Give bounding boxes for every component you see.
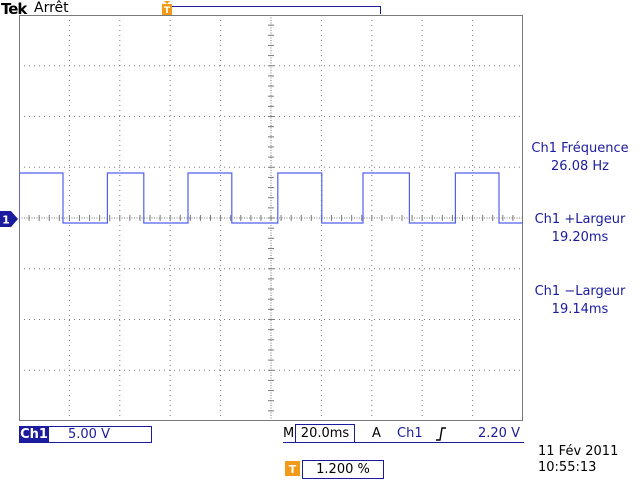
ch1-ground-marker: 1: [0, 211, 18, 227]
graticule: [19, 15, 523, 421]
measurement-positive-width: Ch1 +Largeur 19.20ms: [520, 211, 640, 247]
record-timeline: [172, 6, 381, 14]
measurement-label: Ch1 +Largeur: [534, 212, 626, 227]
readout-underline: [283, 442, 524, 443]
measurement-value: 19.14ms: [551, 302, 609, 317]
rising-edge-icon: [436, 427, 446, 441]
trigger-position-readout-icon: T: [285, 461, 300, 476]
acquisition-state: Arrêt: [34, 0, 69, 16]
date-readout: 11 Fév 2011: [538, 444, 619, 459]
trigger-level: 2.20 V: [478, 426, 520, 441]
measurement-value: 26.08 Hz: [551, 159, 609, 174]
svg-text:T: T: [164, 6, 171, 15]
trigger-label: A: [372, 426, 381, 441]
trigger-position-value[interactable]: 1.200 %: [302, 460, 384, 479]
trigger-position-icon: T: [162, 1, 172, 15]
trigger-source: Ch1: [397, 426, 423, 441]
brand-logo: Tek: [1, 0, 27, 18]
ch1-volts-per-div: 5.00 V: [68, 427, 110, 442]
timebase-readout: M 20.0ms A Ch1 2.20 V: [283, 424, 524, 443]
measurement-label: Ch1 Fréquence: [531, 141, 629, 156]
timebase-value[interactable]: 20.0ms: [295, 424, 355, 443]
ch1-label[interactable]: Ch1: [19, 426, 49, 443]
ch1-marker-label: 1: [2, 214, 10, 227]
time-readout: 10:55:13: [538, 460, 597, 475]
measurement-value: 19.20ms: [551, 230, 609, 245]
waveform-display: [19, 15, 523, 421]
measurement-label: Ch1 −Largeur: [534, 284, 626, 299]
measurement-negative-width: Ch1 −Largeur 19.14ms: [520, 283, 640, 319]
timebase-mode-label: M: [283, 426, 295, 441]
measurement-frequency: Ch1 Fréquence 26.08 Hz: [520, 140, 640, 176]
ch1-trace: [19, 172, 523, 224]
svg-text:T: T: [289, 463, 297, 476]
